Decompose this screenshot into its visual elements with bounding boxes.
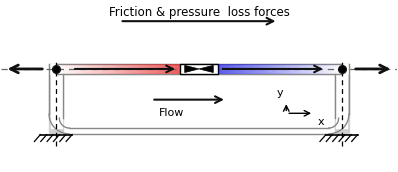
- Text: Flow: Flow: [159, 108, 185, 118]
- Polygon shape: [185, 65, 199, 73]
- Bar: [180, 64, 218, 74]
- Text: Friction & pressure  loss forces: Friction & pressure loss forces: [109, 6, 289, 19]
- Text: y: y: [277, 88, 284, 98]
- Polygon shape: [199, 65, 213, 73]
- Text: x: x: [318, 117, 325, 127]
